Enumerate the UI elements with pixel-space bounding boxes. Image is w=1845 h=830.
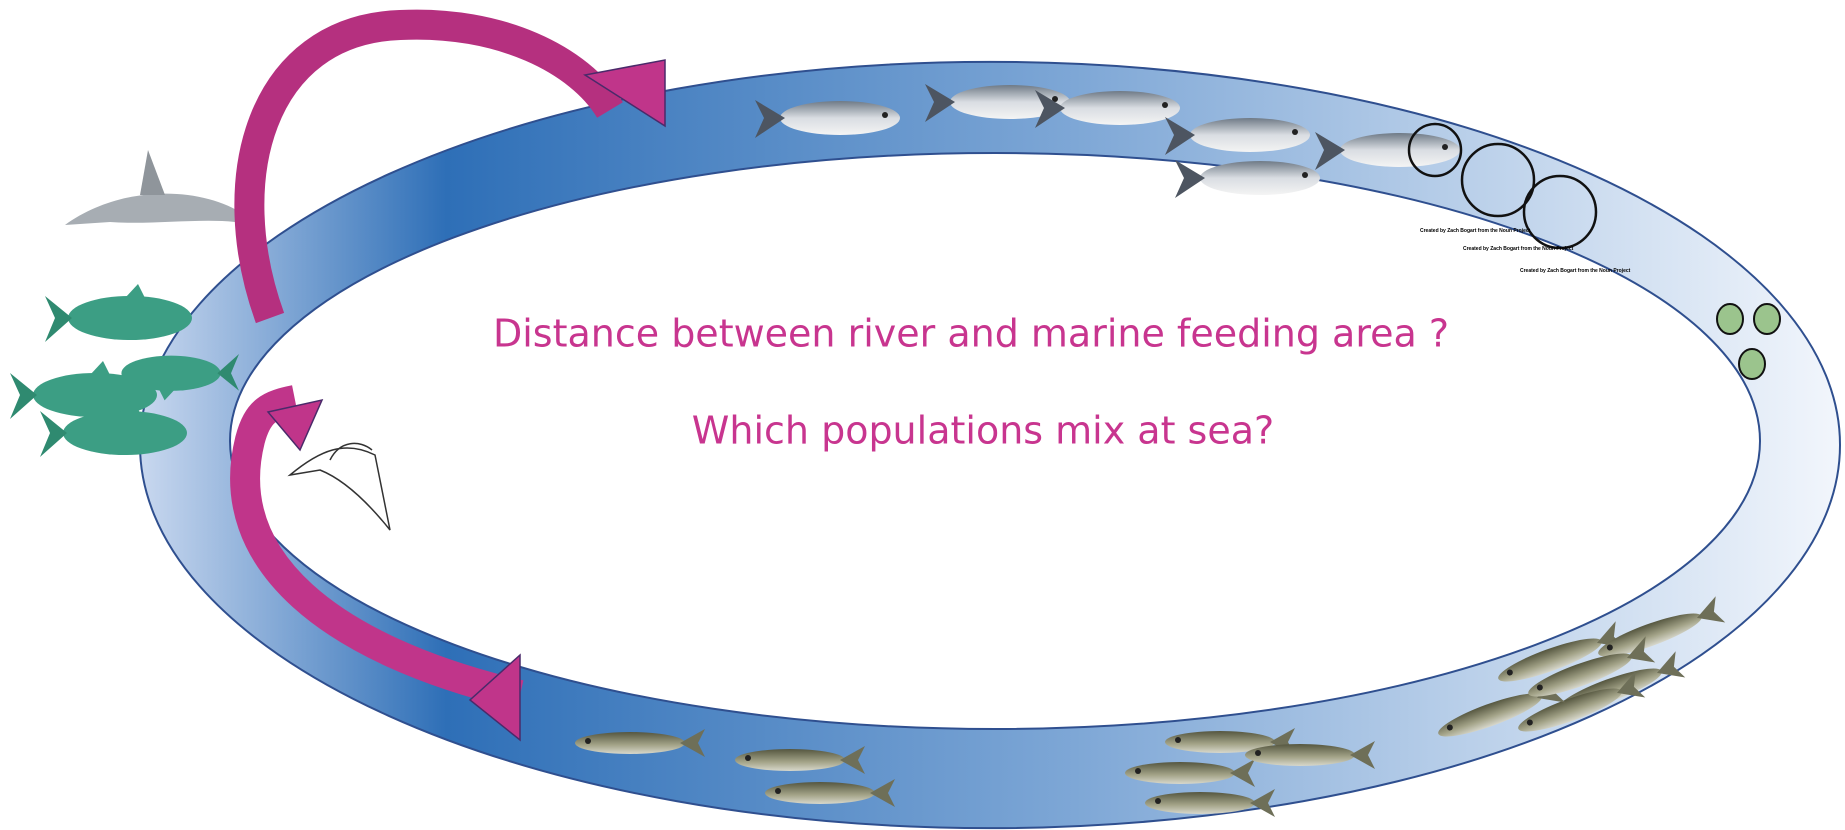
dolphin <box>65 150 245 225</box>
credit: Created by Zach Bogart from the Noun Pro… <box>1420 228 1531 234</box>
diagram: Created by Zach Bogart from the Noun Pro… <box>0 0 1845 830</box>
seabird <box>290 443 390 530</box>
page: {"questions": ["Distance between river a… <box>0 0 1845 830</box>
credit: Created by Zach Bogart from the Noun Pro… <box>1520 268 1631 274</box>
question: Which populations mix at sea? <box>692 409 1274 453</box>
credit: Created by Zach Bogart from the Noun Pro… <box>1463 246 1574 252</box>
question: Distance between river and marine feedin… <box>493 312 1449 356</box>
